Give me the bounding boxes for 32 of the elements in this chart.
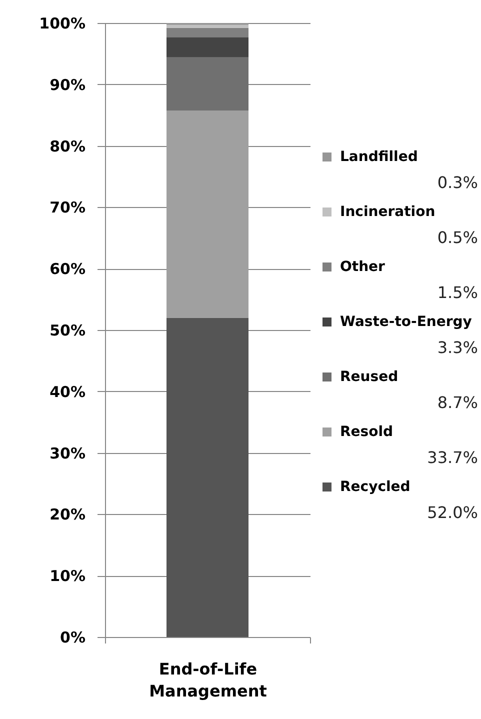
bar <box>166 28 248 38</box>
legend-label: Waste-to-Energy <box>340 314 472 330</box>
bar <box>166 37 248 58</box>
y-tick-label: 50% <box>50 322 86 340</box>
y-tick-label: 0% <box>60 628 86 646</box>
legend-label: Reused <box>340 369 398 385</box>
y-tick-label: 10% <box>50 567 86 586</box>
legend-label: Landfilled <box>340 149 418 165</box>
text: 8.7% <box>437 393 478 412</box>
legend-label: Other <box>340 259 386 275</box>
y-tick-label: 40% <box>50 382 86 401</box>
text: 0.3% <box>437 173 478 192</box>
text: 3.3% <box>437 338 478 357</box>
y-tick-label: 30% <box>50 444 86 462</box>
bar <box>166 318 248 637</box>
y-tick-label: 90% <box>50 76 86 94</box>
text: 1.5% <box>437 283 478 302</box>
text: 33.7% <box>427 448 478 467</box>
legend-label: Incineration <box>340 204 436 220</box>
text: 52.0% <box>427 503 478 522</box>
bar <box>166 24 248 28</box>
legend-label: Recycled <box>340 479 410 495</box>
text: 0.5% <box>437 228 478 247</box>
y-tick-label: 70% <box>50 198 86 217</box>
y-tick-label: 100% <box>39 14 86 32</box>
y-tick-label: 20% <box>50 506 86 524</box>
y-tick-label: 80% <box>50 137 86 156</box>
bar <box>166 110 248 318</box>
x-tick-label: End-of-Life Management <box>149 660 268 700</box>
bar <box>166 57 248 111</box>
y-tick-label: 60% <box>50 260 86 278</box>
legend-label: Resold <box>340 424 394 440</box>
